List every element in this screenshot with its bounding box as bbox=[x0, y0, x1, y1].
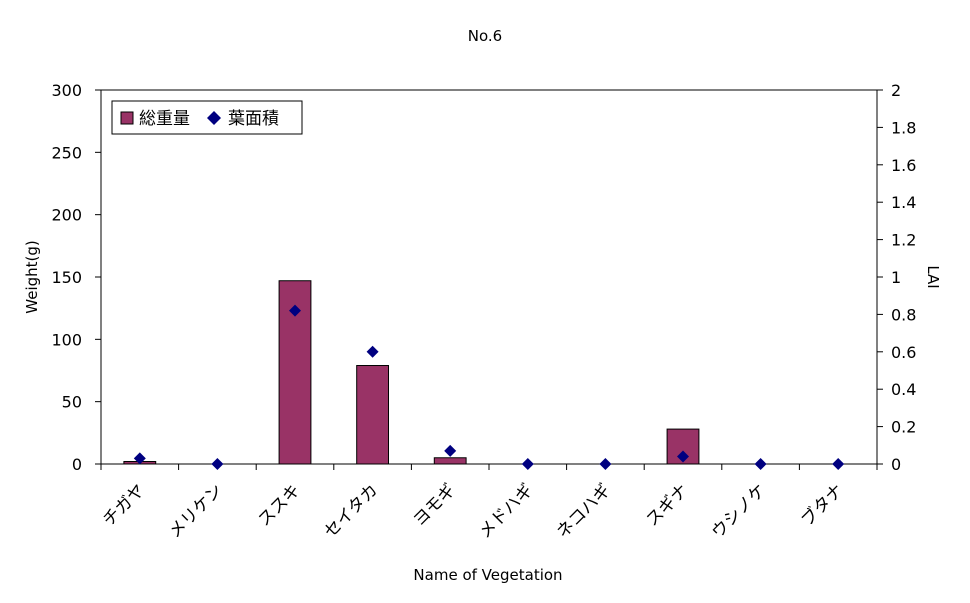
bar-series bbox=[123, 280, 700, 465]
legend-label-point: 葉面積 bbox=[228, 109, 279, 129]
category-labels: チガヤ メリケン ススキ セイタカ ヨモギ メドハギ ネコハギ スギナ ウシノケ ブタナ bbox=[99, 464, 878, 543]
legend-box bbox=[111, 100, 303, 135]
y-axis-label: Weight(g) bbox=[23, 240, 41, 313]
y2-tick-label: 0.4 bbox=[891, 380, 916, 399]
lai-point bbox=[677, 450, 689, 463]
y2-tick-label: 0.2 bbox=[891, 418, 916, 437]
category-label: ヨモギ bbox=[410, 480, 460, 530]
category-label: スギナ bbox=[642, 480, 692, 530]
category-label: ススキ bbox=[254, 480, 304, 530]
y2-tick-label: 1 bbox=[891, 268, 901, 287]
y2-tick-label: 0 bbox=[891, 455, 901, 474]
category-label: ウシノケ bbox=[708, 480, 770, 542]
y2-tick-label: 0.6 bbox=[891, 343, 916, 362]
y-tick-label: 200 bbox=[51, 206, 82, 225]
y-tick-label: 300 bbox=[51, 81, 82, 100]
lai-point bbox=[444, 444, 457, 457]
category-label: メリケン bbox=[165, 480, 227, 542]
lai-point bbox=[754, 458, 767, 470]
left-axis: 0 50 100 150 200 250 300 bbox=[51, 81, 101, 474]
y2-tick-label: 1.6 bbox=[891, 156, 916, 175]
lai-point bbox=[521, 458, 534, 470]
legend-swatch-point bbox=[207, 111, 221, 125]
lai-point bbox=[211, 458, 224, 470]
bar bbox=[433, 457, 467, 465]
y-tick-label: 150 bbox=[51, 268, 82, 287]
y2-tick-label: 1.2 bbox=[891, 231, 916, 250]
category-label: ネコハギ bbox=[553, 480, 615, 542]
right-axis: 0 0.2 0.4 0.6 0.8 1 1.2 1.4 1.6 1.8 2 bbox=[877, 81, 916, 474]
lai-point bbox=[599, 458, 612, 470]
point-series bbox=[133, 304, 845, 470]
y2-tick-label: 2 bbox=[891, 81, 901, 100]
lai-point bbox=[366, 345, 379, 358]
x-axis-label: Name of Vegetation bbox=[413, 566, 562, 584]
y2-axis-label: LAI bbox=[924, 265, 942, 288]
legend-swatch-bar bbox=[120, 111, 134, 125]
category-label: チガヤ bbox=[99, 480, 149, 530]
y-tick-label: 0 bbox=[72, 455, 82, 474]
category-label: メドハギ bbox=[475, 480, 537, 542]
y2-tick-label: 1.8 bbox=[891, 118, 916, 137]
lai-point bbox=[133, 452, 146, 465]
y2-tick-label: 1.4 bbox=[891, 193, 916, 212]
y2-tick-label: 0.8 bbox=[891, 305, 916, 324]
lai-point bbox=[832, 458, 845, 470]
lai-point bbox=[289, 304, 301, 317]
category-label: ブタナ bbox=[797, 480, 848, 531]
y-tick-label: 50 bbox=[62, 393, 82, 412]
legend-label-bar: 総重量 bbox=[139, 109, 190, 129]
legend: 総重量 葉面積 bbox=[111, 100, 303, 135]
category-label: セイタカ bbox=[320, 480, 382, 542]
plot-area bbox=[100, 89, 878, 465]
y-tick-label: 100 bbox=[51, 330, 82, 349]
y-tick-label: 250 bbox=[51, 143, 82, 162]
chart-title: No.6 bbox=[468, 27, 502, 45]
bar bbox=[356, 365, 390, 465]
